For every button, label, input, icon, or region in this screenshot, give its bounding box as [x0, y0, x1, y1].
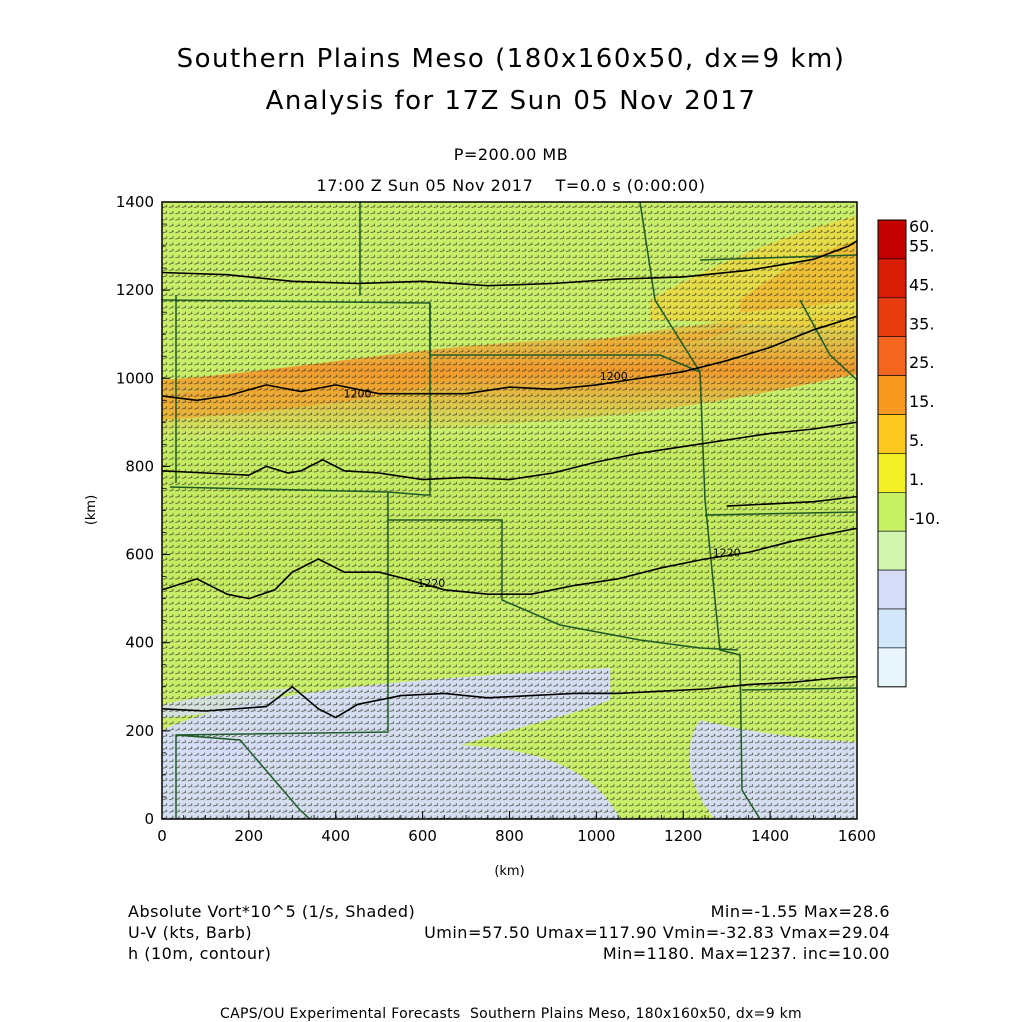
- colorbar-swatch: [877, 375, 907, 415]
- x-axis-title: (km): [494, 864, 524, 879]
- contour-label: 1220: [417, 577, 445, 590]
- height-contour-1: [162, 239, 857, 287]
- footer-stat-1: Min=-1.55 Max=28.6: [710, 902, 890, 921]
- x-tick-label: 1400: [751, 827, 789, 845]
- x-tick-label: 200: [235, 827, 264, 845]
- level-label: P=200.00 MB: [453, 145, 569, 164]
- border-ok-ar: [699, 371, 761, 819]
- colorbar-swatch: [877, 453, 907, 493]
- colorbar-swatch: [877, 258, 907, 299]
- x-tick-label: 800: [495, 827, 524, 845]
- colorbar-swatch: [877, 491, 907, 532]
- colorbar-label: 5.: [909, 431, 924, 450]
- footer-var-2: U-V (kts, Barb): [128, 923, 253, 942]
- height-contour-3: [162, 527, 857, 600]
- axes: 0 200 400 600 800 1000 1200 1400 1600 0 200 400 600 8…: [84, 193, 876, 879]
- height-contour-2: [162, 421, 857, 481]
- height-contour-4: [162, 675, 857, 719]
- height-contours: 1200 1200 1220 1220: [162, 239, 857, 719]
- colorbar: 60.55. 45. 35. 25. 15. 5. 1. -10.: [877, 217, 940, 688]
- colorbar-label: 25.: [909, 353, 934, 372]
- colorbar-frame: [877, 219, 907, 688]
- x-tick-label: 400: [321, 827, 350, 845]
- title-line-1: Southern Plains Meso (180x160x50, dx=9 k…: [176, 44, 846, 74]
- wind-barb-field: [162, 204, 855, 819]
- y-tick-label: 600: [125, 546, 154, 564]
- height-contour-0: [162, 315, 857, 402]
- footer-var-1: Absolute Vort*10^5 (1/s, Shaded): [128, 902, 416, 921]
- y-axis-title: (km): [84, 495, 99, 525]
- x-tick-label: 600: [408, 827, 437, 845]
- colorbar-label: 1.: [909, 470, 924, 489]
- x-tick-label: 0: [157, 827, 167, 845]
- y-tick-label: 1200: [116, 281, 154, 299]
- border-ne-ia: [639, 202, 701, 373]
- y-tick-label: 0: [144, 810, 154, 828]
- y-tick-label: 400: [125, 634, 154, 652]
- colorbar-label: 35.: [909, 314, 934, 333]
- colorbar-label: 15.: [909, 392, 934, 411]
- colorbar-label: -10.: [909, 509, 940, 528]
- plot-area: 1200 1200 1220 1220: [162, 202, 857, 819]
- contour-label: 1200: [600, 370, 628, 383]
- footer-stat-3: Min=1180. Max=1237. inc=10.00: [602, 944, 890, 963]
- state-borders: [162, 202, 857, 819]
- colorbar-swatch: [877, 530, 907, 571]
- border-la: [741, 687, 857, 691]
- colorbar-label: 60.: [909, 217, 934, 236]
- colorbar-label: 45.: [909, 275, 934, 294]
- contour-label: 1200: [343, 388, 371, 401]
- footer-stat-2: Umin=57.50 Umax=117.90 Vmin=-32.83 Vmax=…: [424, 923, 890, 942]
- colorbar-swatch: [877, 219, 907, 260]
- x-tick-label: 1600: [838, 827, 876, 845]
- x-tick-label: 1000: [577, 827, 615, 845]
- colorbar-swatch: [877, 647, 907, 688]
- contour-label: 1220: [713, 546, 741, 559]
- y-tick-label: 800: [125, 457, 154, 475]
- border-tx-panhandle: [388, 519, 739, 651]
- height-contour-5: [726, 495, 857, 507]
- y-tick-label: 1000: [116, 369, 154, 387]
- wind-barbs: [162, 204, 855, 819]
- border-ia-mn: [699, 254, 857, 261]
- x-tick-label: 1200: [664, 827, 702, 845]
- border-mo-ar: [704, 511, 857, 516]
- shade-blue-north: [162, 668, 610, 760]
- time-label: 17:00 Z Sun 05 Nov 2017 T=0.0 s (0:00:00…: [316, 176, 706, 195]
- border-tx-curve: [175, 734, 311, 819]
- y-tick-label: 1400: [116, 193, 154, 211]
- shade-blue-se: [689, 720, 857, 819]
- border-ok-tx: [175, 492, 389, 819]
- colorbar-swatch: [877, 297, 907, 337]
- colorbar-swatch: [877, 569, 907, 610]
- footer-var-3: h (10m, contour): [128, 944, 272, 963]
- colorbar-swatch: [877, 336, 907, 376]
- colorbar-swatch: [877, 608, 907, 649]
- colorbar-label: 55.: [909, 236, 934, 255]
- credit-line: CAPS/OU Experimental Forecasts Southern …: [220, 1006, 802, 1022]
- y-tick-label: 200: [125, 722, 154, 740]
- border-mo-east: [799, 299, 857, 381]
- border-ks-ok: [169, 303, 431, 496]
- title-line-2: Analysis for 17Z Sun 05 Nov 2017: [265, 86, 757, 116]
- colorbar-swatch: [877, 414, 907, 454]
